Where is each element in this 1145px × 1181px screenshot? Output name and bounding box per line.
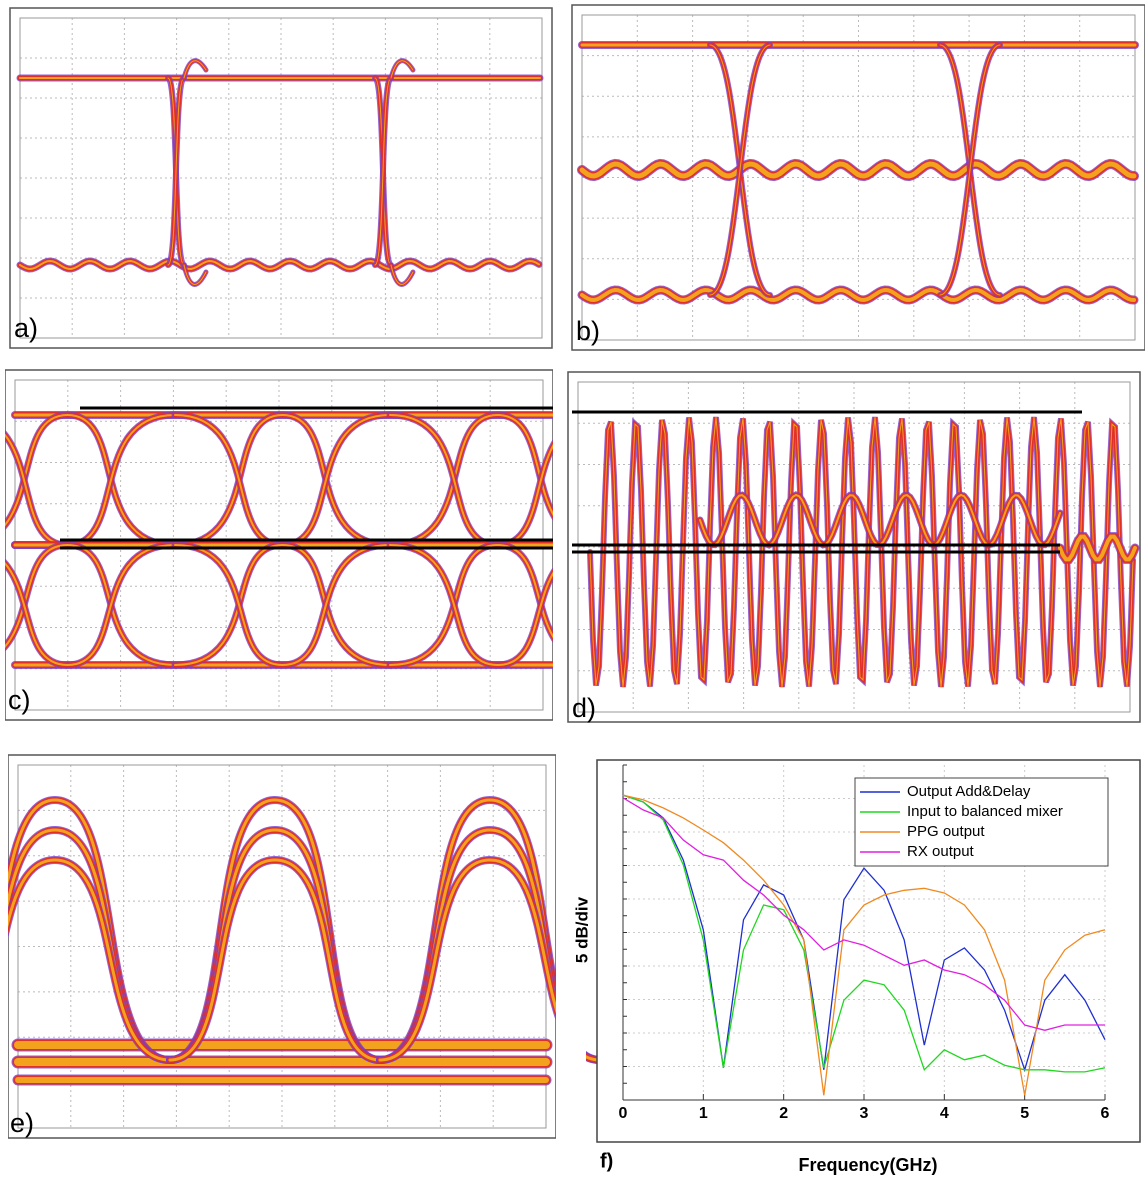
mask xyxy=(556,750,586,1145)
scope-area xyxy=(577,381,1131,713)
trace xyxy=(589,417,1134,687)
x-tick-label: 1 xyxy=(699,1105,708,1122)
scope-area xyxy=(19,17,543,339)
trace xyxy=(174,543,391,666)
trace xyxy=(174,544,391,667)
trace xyxy=(939,44,1001,296)
x-tick-label: 5 xyxy=(1020,1105,1029,1122)
mask xyxy=(0,750,8,1145)
legend-label: Input to balanced mixer xyxy=(907,803,1063,820)
panel-label: b) xyxy=(576,316,600,346)
panel-label: e) xyxy=(10,1108,34,1138)
trace xyxy=(19,259,540,271)
trace xyxy=(580,287,1136,303)
mask xyxy=(0,360,5,730)
legend-label: RX output xyxy=(907,843,975,860)
trace xyxy=(0,543,176,666)
trace xyxy=(174,413,391,546)
x-axis-label: Frequency(GHz) xyxy=(798,1155,937,1175)
spectrum-chart: 0 1 2 3 4 5 6 Output Add&Delay Input to balanced… xyxy=(596,759,1141,1143)
trace xyxy=(374,77,392,266)
x-tick-label: 6 xyxy=(1101,1105,1110,1122)
x-tick-label: 0 xyxy=(619,1105,628,1122)
trace xyxy=(0,544,176,667)
mask xyxy=(553,360,568,730)
trace xyxy=(390,60,414,79)
panel-label: a) xyxy=(14,313,38,343)
series-line xyxy=(622,797,1105,1031)
x-tick-label: 2 xyxy=(779,1105,788,1122)
trace xyxy=(183,60,207,79)
trace xyxy=(709,44,771,296)
legend-label: Output Add&Delay xyxy=(907,783,1031,800)
trace xyxy=(0,413,176,546)
eye-panels xyxy=(0,4,1145,1145)
series-line xyxy=(622,794,1106,1073)
panel-label: d) xyxy=(572,693,596,723)
x-tick-label: 3 xyxy=(860,1105,869,1122)
series-line xyxy=(622,794,1106,1096)
trace xyxy=(168,858,382,1062)
legend-label: PPG output xyxy=(907,823,985,840)
trace xyxy=(0,858,172,1062)
trace xyxy=(579,161,1137,179)
x-tick-label: 4 xyxy=(940,1105,949,1122)
panel-label: f) xyxy=(600,1150,613,1172)
y-axis-label: 5 dB/div xyxy=(572,896,591,963)
trace xyxy=(183,264,207,285)
panel-label: c) xyxy=(8,685,31,715)
trace xyxy=(1058,534,1137,562)
trace xyxy=(390,264,414,285)
trace xyxy=(167,77,185,266)
